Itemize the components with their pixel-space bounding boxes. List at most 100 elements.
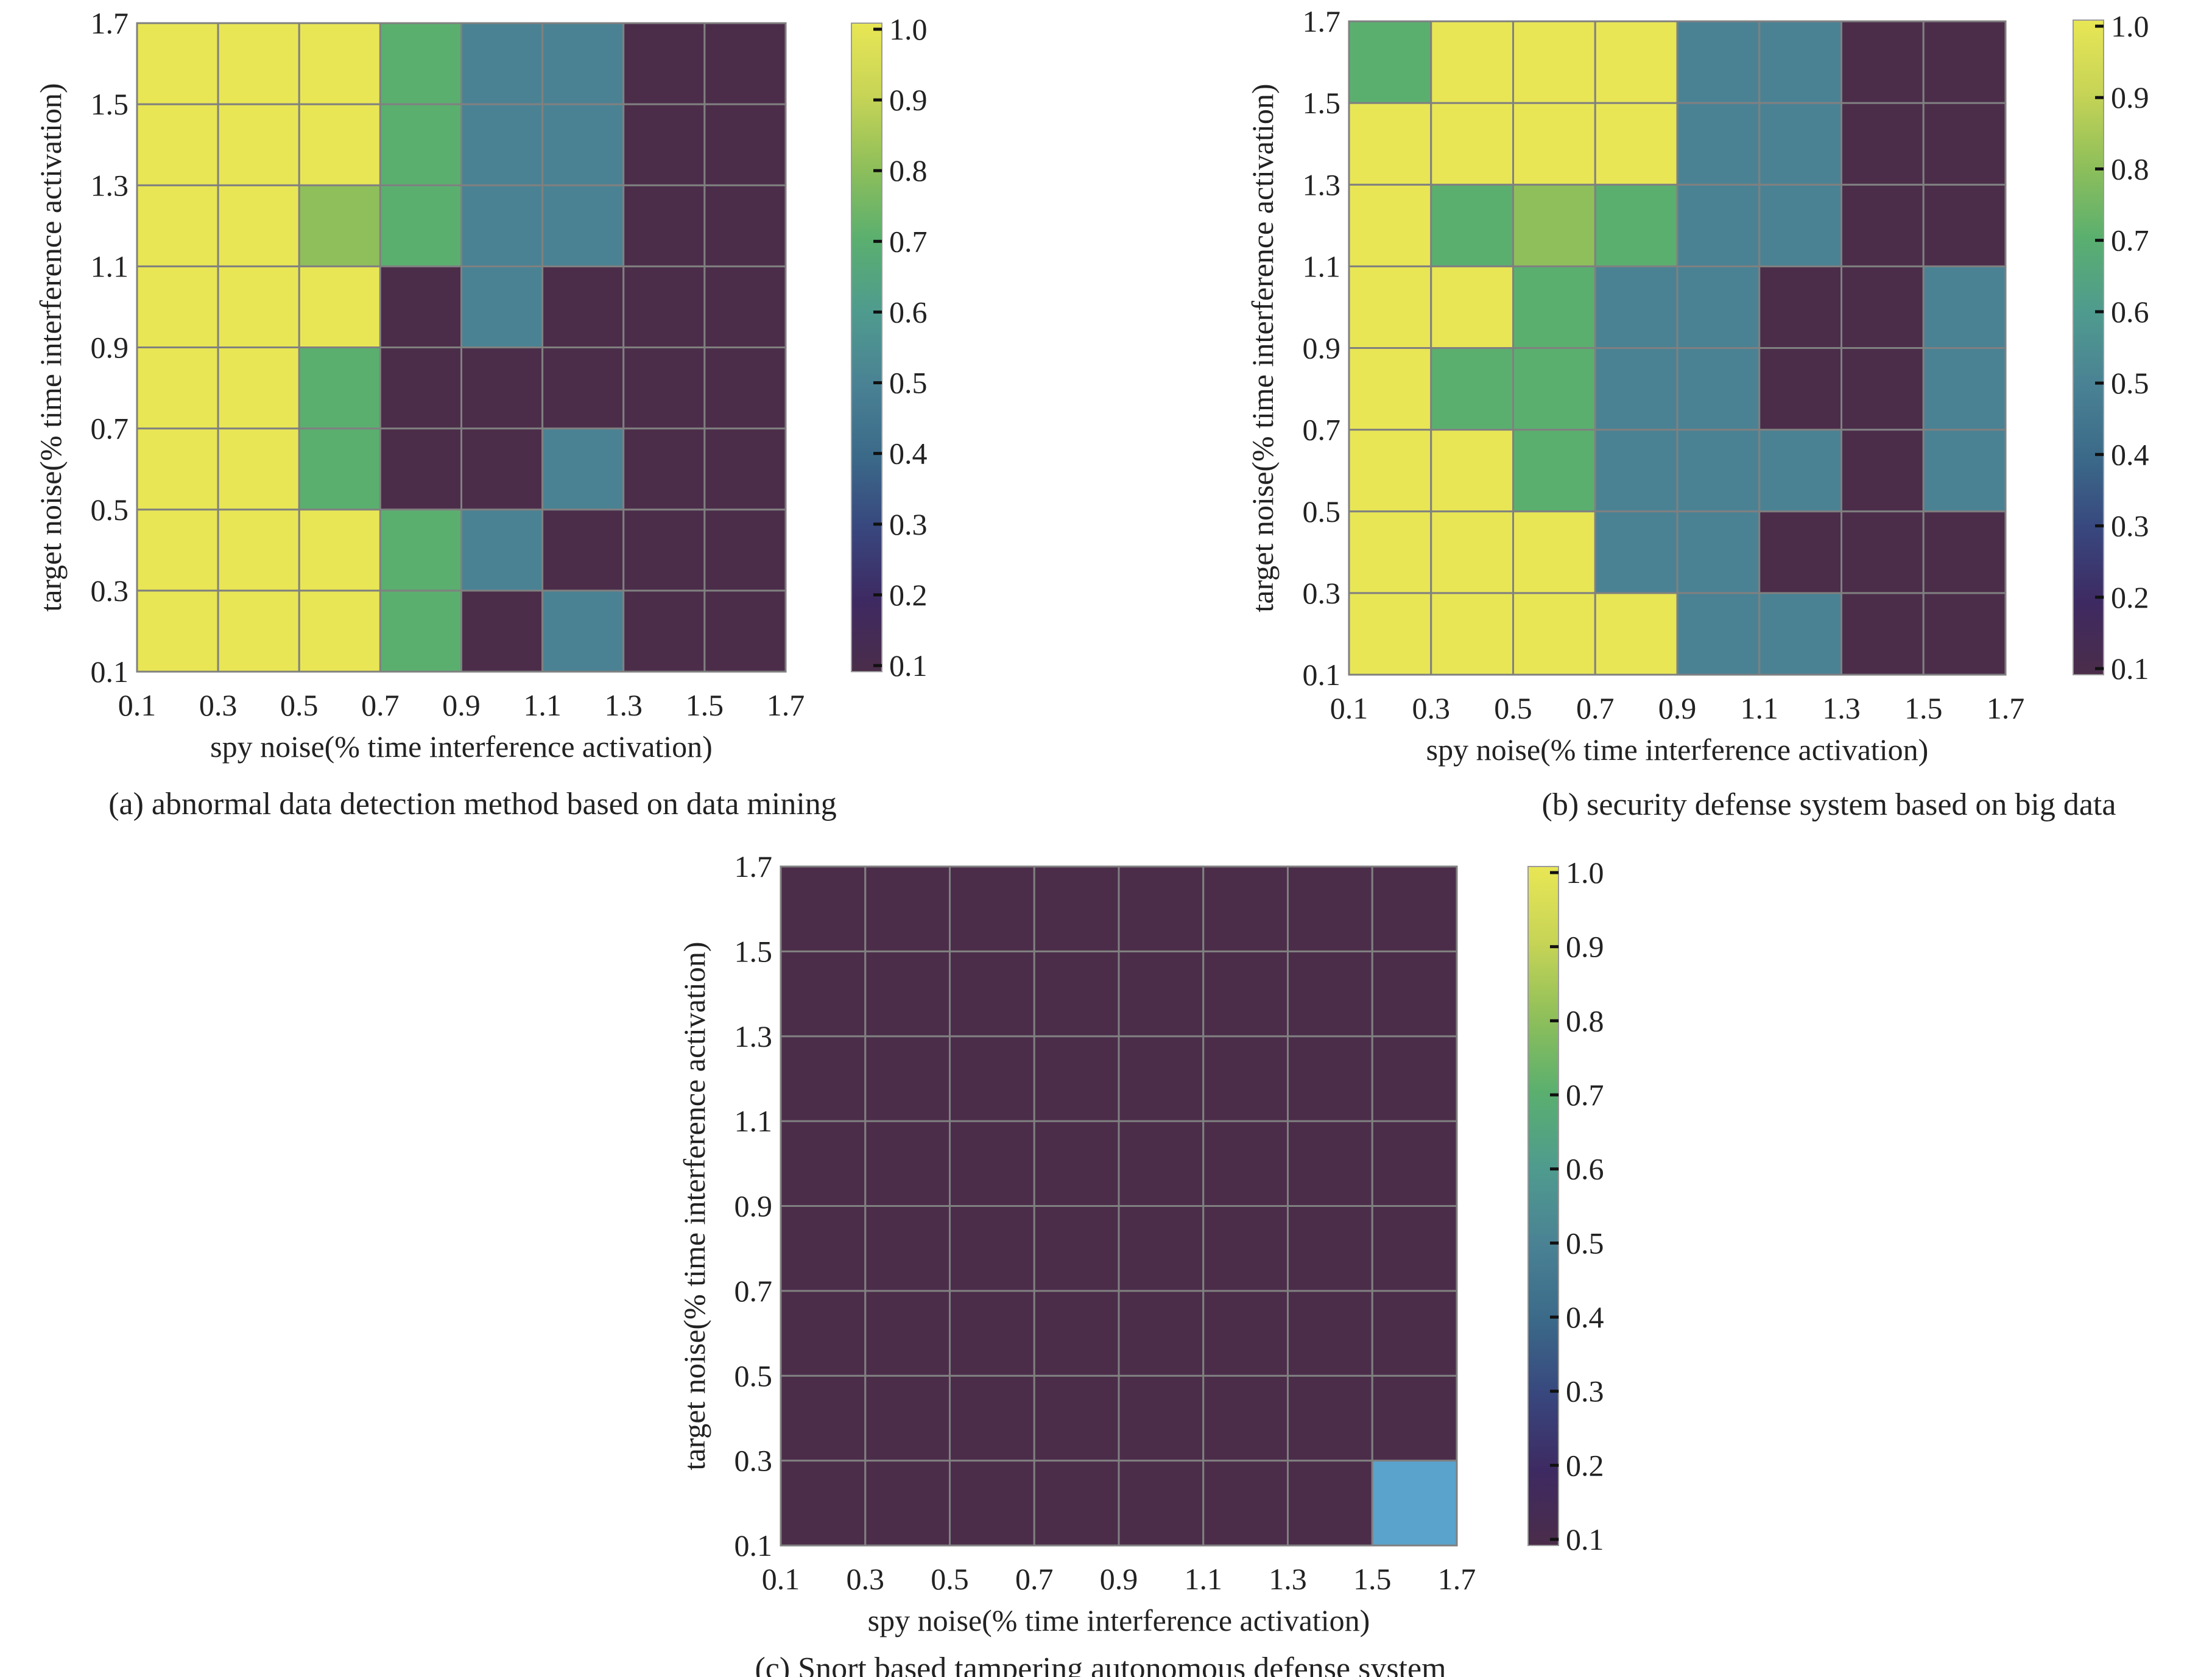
heatmap-cell bbox=[1594, 347, 1678, 431]
heatmap-cell bbox=[1371, 1035, 1458, 1122]
heatmap-cell bbox=[1202, 950, 1289, 1038]
heatmap-cell bbox=[1371, 1205, 1458, 1292]
heatmap-cell bbox=[1676, 265, 1761, 349]
heatmap-cell bbox=[864, 1035, 951, 1122]
y-tick-label: 0.1 bbox=[91, 655, 129, 689]
heatmap-cell bbox=[1922, 265, 2007, 349]
heatmap-cell bbox=[949, 865, 1035, 952]
y-tick-label: 0.7 bbox=[1303, 413, 1341, 447]
heatmap-cell bbox=[1840, 592, 1925, 676]
heatmap-cell bbox=[703, 427, 787, 511]
heatmap-cell bbox=[780, 1205, 867, 1292]
x-tick-label: 0.1 bbox=[762, 1562, 800, 1596]
colorbar-tick-label: 0.2 bbox=[2111, 580, 2149, 614]
plot-frame bbox=[136, 22, 787, 673]
y-tick-label: 1.7 bbox=[1303, 4, 1341, 38]
heatmap-cell bbox=[217, 589, 300, 673]
heatmap-cell bbox=[1348, 102, 1432, 186]
y-tick-label: 0.5 bbox=[1303, 494, 1341, 529]
heatmap-cell bbox=[864, 1120, 951, 1207]
heatmap-cell bbox=[541, 508, 625, 592]
heatmap-cell bbox=[1033, 865, 1120, 952]
heatmap-cell bbox=[949, 1374, 1035, 1462]
heatmap-cell bbox=[780, 1290, 867, 1377]
heatmap-cell bbox=[864, 1205, 951, 1292]
colorbar-tick-label: 0.1 bbox=[889, 649, 928, 683]
x-tick-label: 1.1 bbox=[1741, 691, 1779, 725]
colorbar bbox=[1527, 866, 1559, 1546]
heatmap-cell bbox=[1922, 429, 2007, 513]
y-tick-label: 0.7 bbox=[734, 1274, 773, 1308]
heatmap-cell bbox=[1758, 183, 1842, 267]
heatmap-cell bbox=[1512, 102, 1596, 186]
heatmap-cell bbox=[1512, 183, 1596, 267]
heatmap-cell bbox=[217, 22, 300, 105]
heatmap-cell bbox=[1348, 265, 1432, 349]
heatmap-cell bbox=[379, 508, 462, 592]
heatmap-cell bbox=[1676, 347, 1761, 431]
colorbar-tick-label: 0.6 bbox=[1566, 1152, 1604, 1186]
heatmap-cell bbox=[1371, 1290, 1458, 1377]
x-tick-label: 1.7 bbox=[1987, 691, 2025, 725]
heatmap-cell bbox=[136, 103, 219, 186]
colorbar-tick-label: 0.3 bbox=[889, 507, 928, 541]
heatmap-cell bbox=[1371, 865, 1458, 952]
heatmap-cell bbox=[1758, 510, 1842, 594]
heatmap-cell bbox=[1287, 950, 1373, 1038]
colorbar-tick-label: 0.5 bbox=[889, 366, 928, 400]
heatmap-cell bbox=[379, 427, 462, 511]
heatmap-cell bbox=[1594, 592, 1678, 676]
heatmap-cell bbox=[136, 508, 219, 592]
heatmap-cell bbox=[1512, 510, 1596, 594]
heatmap-cell bbox=[379, 103, 462, 186]
colorbar bbox=[851, 23, 882, 672]
colorbar-tick-label: 0.8 bbox=[2111, 152, 2149, 186]
heatmap-cell bbox=[541, 184, 625, 267]
heatmap-cell bbox=[298, 589, 381, 673]
heatmap-cell bbox=[1758, 347, 1842, 431]
heatmap-cell bbox=[1840, 265, 1925, 349]
heatmap-cell bbox=[1202, 1035, 1289, 1122]
colorbar-tick-label: 0.1 bbox=[1566, 1522, 1604, 1556]
colorbar-tick-label: 0.6 bbox=[2111, 295, 2149, 329]
heatmap-cell bbox=[1033, 1035, 1120, 1122]
heatmap-cell bbox=[1758, 102, 1842, 186]
colorbar-tick-label: 0.4 bbox=[2111, 437, 2149, 471]
heatmap-cell bbox=[1676, 20, 1761, 104]
heatmap-cell bbox=[1430, 102, 1514, 186]
heatmap-cell bbox=[298, 103, 381, 186]
colorbar-tick-label: 0.1 bbox=[2111, 652, 2149, 686]
y-tick-label: 1.5 bbox=[1303, 86, 1341, 120]
heatmap-cell bbox=[460, 346, 544, 430]
heatmap-cell bbox=[1118, 1290, 1205, 1377]
panel-caption: (c) Snort based tampering autonomous def… bbox=[755, 1651, 1446, 1677]
heatmap-cell bbox=[780, 1035, 867, 1122]
heatmap-cell bbox=[1840, 183, 1925, 267]
heatmap-cell bbox=[949, 1460, 1035, 1547]
colorbar-tick-label: 0.8 bbox=[889, 153, 928, 188]
heatmap-cell bbox=[1676, 183, 1761, 267]
heatmap-cell bbox=[1287, 1460, 1373, 1547]
heatmap-cell bbox=[460, 508, 544, 592]
colorbar-tick-label: 0.3 bbox=[2111, 509, 2149, 543]
heatmap-cell bbox=[1348, 20, 1432, 104]
heatmap-cell bbox=[1922, 592, 2007, 676]
heatmap-cell bbox=[780, 1374, 867, 1462]
heatmap-cell bbox=[949, 950, 1035, 1038]
y-tick-label: 0.9 bbox=[91, 331, 129, 365]
heatmap-cell bbox=[1371, 1374, 1458, 1462]
heatmap-cell bbox=[1033, 1374, 1120, 1462]
heatmap-cell bbox=[1676, 429, 1761, 513]
y-axis-label: target noise(% time interference activat… bbox=[677, 941, 711, 1470]
x-axis-label: spy noise(% time interference activation… bbox=[868, 1603, 1370, 1637]
heatmap-cell bbox=[1594, 183, 1678, 267]
heatmap-cell bbox=[1758, 265, 1842, 349]
heatmap-cell bbox=[1512, 20, 1596, 104]
x-tick-label: 1.3 bbox=[1269, 1562, 1307, 1596]
heatmap-cell bbox=[1118, 865, 1205, 952]
heatmap-cell bbox=[864, 1374, 951, 1462]
heatmap-cell bbox=[1202, 865, 1289, 952]
heatmap-cell bbox=[1594, 102, 1678, 186]
heatmap-cell bbox=[1594, 510, 1678, 594]
heatmap-cell bbox=[1676, 510, 1761, 594]
